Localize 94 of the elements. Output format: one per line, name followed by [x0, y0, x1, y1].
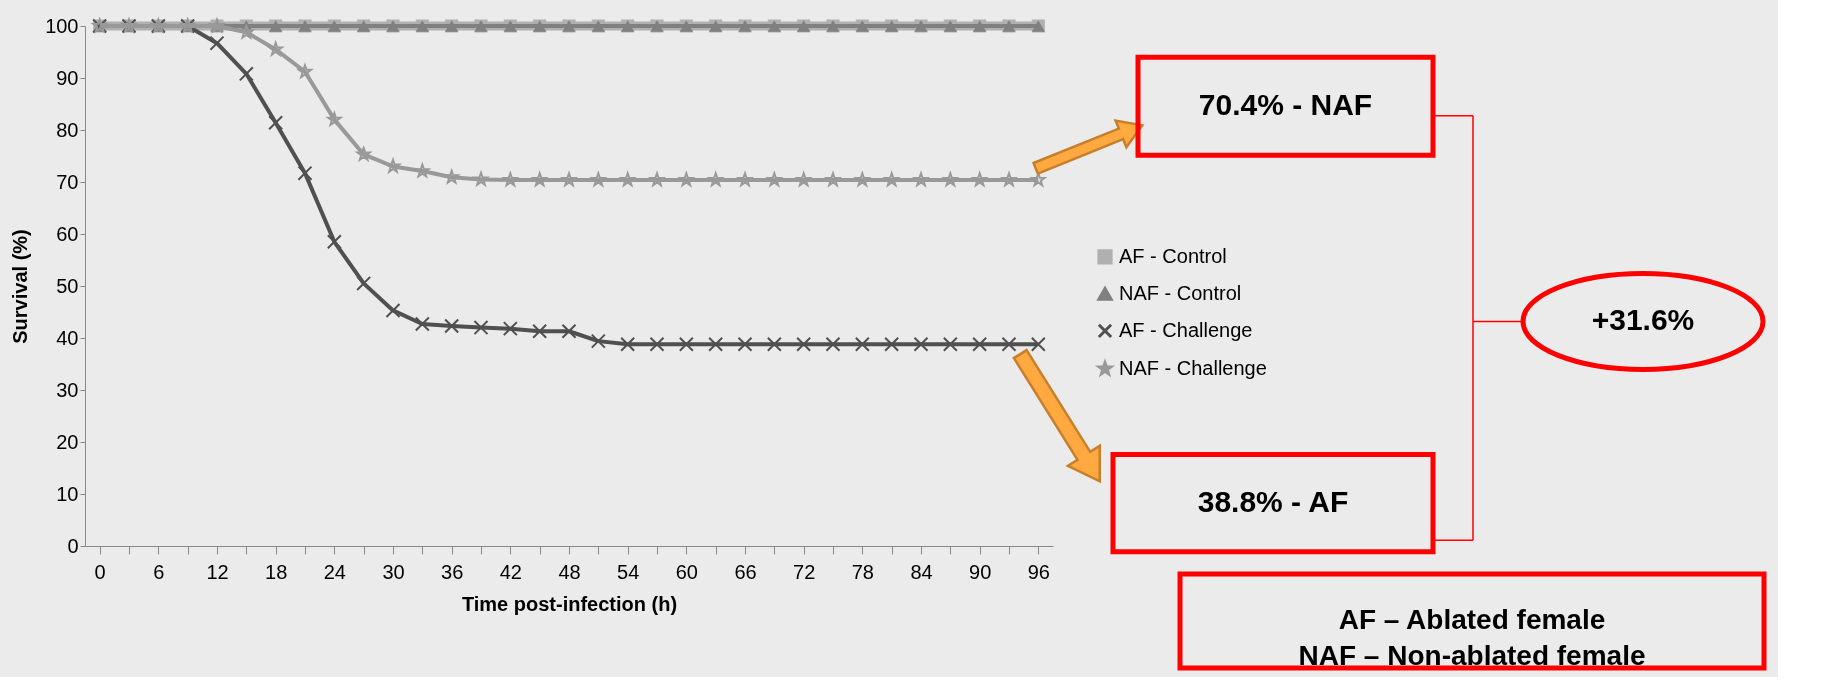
point — [620, 172, 635, 187]
x-tick-label: 78 — [851, 560, 874, 583]
point — [620, 336, 636, 352]
point — [766, 336, 782, 352]
x-tick-label: 48 — [558, 560, 581, 583]
point — [532, 172, 547, 187]
x-axis-title: Time post-infection (h) — [461, 592, 678, 615]
point — [268, 115, 284, 131]
point — [884, 172, 899, 187]
point — [561, 172, 577, 187]
point — [972, 172, 987, 187]
x-tick-label: 66 — [734, 560, 757, 583]
x-tick-label: 24 — [323, 560, 346, 583]
point — [444, 318, 460, 334]
y-tick-label: 90 — [56, 66, 79, 89]
point — [649, 336, 665, 352]
text: 38.8% - AF — [1197, 485, 1349, 519]
x-tick-label: 72 — [793, 560, 816, 583]
point — [561, 323, 577, 339]
point — [884, 336, 900, 352]
x-tick-label: 18 — [265, 560, 288, 583]
point — [854, 336, 870, 352]
y-tick-label: 0 — [67, 534, 79, 557]
point — [1031, 172, 1046, 187]
y-tick-label: 100 — [45, 14, 79, 37]
point — [356, 275, 372, 291]
point — [767, 172, 782, 187]
point — [356, 146, 371, 161]
point — [473, 320, 489, 336]
legend-label: NAF - Challenge — [1119, 356, 1267, 379]
text: +31.6% — [1591, 303, 1695, 337]
y-tick-label: 50 — [56, 274, 79, 297]
point — [825, 172, 841, 187]
x-tick-label: 0 — [94, 560, 106, 583]
y-axis-title: Survival (%) — [9, 229, 32, 344]
point — [708, 172, 723, 187]
point — [708, 336, 724, 352]
text: 70.4% - NAF — [1198, 88, 1373, 122]
x-tick-label: 90 — [969, 560, 992, 583]
point — [591, 172, 606, 187]
x-tick-label: 36 — [441, 560, 464, 583]
point — [238, 66, 254, 82]
point — [943, 172, 958, 187]
x-tick-label: 42 — [499, 560, 522, 583]
y-tick-label: 60 — [56, 222, 79, 245]
point — [1030, 336, 1046, 352]
point — [297, 165, 313, 181]
legend-label: AF - Control — [1119, 244, 1227, 267]
point — [796, 336, 812, 352]
point — [679, 172, 694, 187]
x-tick-label: 6 — [153, 560, 165, 583]
point — [414, 316, 430, 332]
point — [942, 336, 958, 352]
x-tick-label: 96 — [1027, 560, 1050, 583]
y-tick-label: 40 — [56, 326, 79, 349]
point — [590, 333, 606, 349]
point — [326, 234, 342, 250]
text: AF – Ablated female NAF – Non-ablated female — [1298, 604, 1646, 672]
point — [268, 41, 283, 56]
legend-label: NAF - Control — [1119, 281, 1242, 304]
point — [385, 302, 401, 318]
y-tick-label: 10 — [56, 482, 79, 505]
x-tick-label: 84 — [910, 560, 933, 583]
point — [796, 172, 811, 187]
x-tick-label: 30 — [382, 560, 405, 583]
point — [297, 64, 313, 79]
legend-label: AF - Challenge — [1119, 318, 1253, 341]
point — [385, 158, 401, 173]
point — [327, 112, 342, 126]
x-tick-label: 60 — [675, 560, 698, 583]
point — [502, 321, 518, 337]
point — [415, 161, 431, 179]
point — [855, 172, 870, 187]
point — [444, 169, 459, 184]
point — [649, 172, 665, 187]
point — [1001, 172, 1017, 187]
point — [913, 336, 929, 352]
y-tick-label: 30 — [56, 378, 79, 401]
point — [1001, 336, 1017, 352]
y-tick-label: 20 — [56, 430, 79, 453]
point — [825, 336, 841, 352]
y-tick-label: 80 — [56, 118, 79, 141]
point — [532, 323, 548, 339]
point — [737, 336, 753, 352]
x-tick-label: 12 — [206, 560, 229, 583]
point — [473, 171, 489, 186]
x-tick-label: 54 — [617, 560, 640, 583]
point — [737, 172, 753, 187]
point — [678, 336, 694, 352]
point — [503, 172, 518, 187]
y-tick-label: 70 — [56, 170, 79, 193]
point — [972, 336, 988, 352]
point — [239, 24, 254, 39]
point — [913, 172, 929, 187]
